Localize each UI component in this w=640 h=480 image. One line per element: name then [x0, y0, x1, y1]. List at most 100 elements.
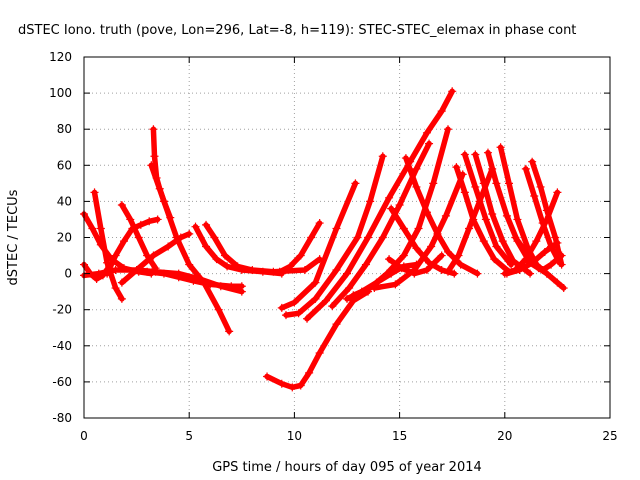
- grid: [84, 57, 610, 418]
- data-point: [469, 215, 478, 224]
- data-point: [149, 251, 158, 260]
- y-tick-label: -80: [52, 411, 72, 425]
- data-point: [471, 182, 480, 191]
- data-point: [147, 161, 156, 170]
- data-point: [206, 280, 215, 289]
- data-point: [479, 237, 488, 246]
- data-point: [214, 305, 223, 314]
- data-point: [399, 251, 408, 260]
- data-point: [88, 224, 97, 233]
- data-point: [145, 217, 154, 226]
- data-point: [412, 182, 421, 191]
- data-point: [315, 349, 324, 358]
- data-point: [349, 291, 358, 300]
- data-point: [132, 265, 141, 274]
- data-point: [174, 273, 183, 282]
- data-point: [227, 282, 236, 291]
- data-point: [343, 269, 351, 278]
- data-point: [505, 179, 514, 188]
- data-point: [410, 269, 419, 278]
- data-point: [220, 251, 229, 260]
- data-point: [425, 258, 434, 267]
- data-point: [366, 197, 375, 206]
- data-point: [159, 197, 168, 206]
- data-point: [378, 152, 387, 161]
- data-point: [538, 219, 547, 228]
- axis-ticks: 0 5 10 15 20 25 -80 -60 -40 -20 0 20 40 60 80 100 120: [49, 50, 618, 443]
- x-tick-label: 25: [602, 429, 617, 443]
- data-point: [294, 309, 303, 318]
- y-tick-label: 0: [64, 267, 72, 281]
- data-point: [490, 255, 499, 264]
- data-point: [452, 163, 461, 172]
- data-point: [460, 150, 469, 159]
- data-point: [212, 255, 221, 264]
- data-point: [134, 233, 143, 242]
- data-point: [450, 269, 459, 278]
- data-point: [275, 267, 284, 276]
- data-point: [311, 278, 320, 287]
- y-tick-label: 60: [57, 158, 72, 172]
- data-point: [185, 229, 194, 238]
- data-point: [488, 210, 497, 219]
- data-point: [465, 224, 474, 233]
- data-point: [153, 215, 162, 224]
- y-tick-label: 100: [49, 86, 72, 100]
- data-point: [547, 242, 556, 251]
- data-point: [277, 379, 286, 388]
- data-point: [557, 251, 566, 260]
- data-point: [189, 276, 198, 285]
- data-point: [210, 233, 219, 242]
- data-point: [479, 179, 488, 188]
- data-point: [223, 262, 232, 271]
- data-point: [456, 260, 465, 269]
- data-point: [399, 224, 408, 233]
- data-point: [263, 372, 272, 381]
- data-point: [530, 191, 539, 200]
- data-point: [248, 265, 257, 274]
- data-point: [387, 204, 396, 213]
- data-point: [296, 381, 305, 390]
- data-point: [202, 220, 211, 229]
- data-point: [315, 219, 324, 228]
- data-point: [540, 247, 549, 256]
- data-point: [542, 269, 551, 278]
- data-point: [202, 242, 211, 251]
- data-point: [412, 244, 421, 253]
- y-tick-label: 120: [49, 50, 72, 64]
- data-point: [536, 182, 545, 191]
- data-point: [538, 265, 547, 274]
- data-point: [332, 320, 341, 329]
- data-point: [511, 233, 520, 242]
- data-point: [496, 143, 505, 152]
- data-point: [149, 125, 158, 134]
- data-point: [92, 275, 101, 284]
- data-point: [492, 179, 501, 188]
- data-point: [385, 255, 394, 264]
- y-tick-label: 20: [57, 231, 72, 245]
- data-point: [515, 265, 524, 274]
- y-tick-label: -20: [52, 303, 72, 317]
- data-point: [401, 154, 410, 163]
- data-point: [191, 222, 200, 231]
- data-point: [412, 164, 421, 173]
- data-point: [277, 303, 286, 312]
- data-point: [483, 148, 492, 157]
- x-tick-label: 0: [80, 429, 88, 443]
- data-point: [296, 251, 305, 260]
- data-point: [103, 269, 112, 278]
- x-tick-label: 10: [287, 429, 302, 443]
- data-point: [117, 201, 126, 210]
- data-point: [321, 296, 330, 305]
- data-point: [443, 125, 452, 134]
- data-point: [532, 237, 541, 246]
- data-point: [542, 206, 551, 215]
- data-point: [150, 152, 159, 161]
- data-point: [351, 179, 360, 188]
- series-line-12: [203, 222, 323, 275]
- data-point: [303, 314, 312, 323]
- data-point: [172, 233, 181, 242]
- data-point: [159, 269, 168, 278]
- data-point: [425, 139, 434, 148]
- data-point: [290, 298, 299, 307]
